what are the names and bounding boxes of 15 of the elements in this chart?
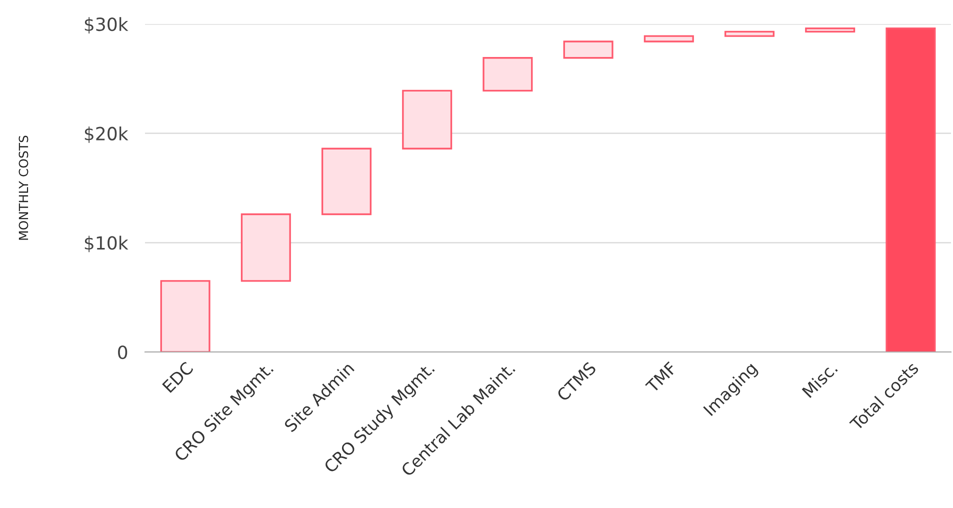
bar — [321, 148, 372, 216]
y-axis-title: MONTHLY COSTS — [18, 136, 28, 240]
bar — [482, 57, 533, 92]
bar — [240, 213, 291, 282]
bar — [724, 30, 775, 37]
bar — [644, 35, 694, 42]
y-tick-label: $10k — [84, 236, 128, 252]
y-tick-label: $20k — [84, 126, 128, 143]
bar — [402, 90, 452, 150]
bar — [563, 40, 614, 59]
bar — [805, 28, 856, 32]
bar — [160, 280, 210, 352]
y-tick-label: $30k — [84, 17, 128, 34]
y-tick-label: 0 — [118, 345, 128, 360]
bar — [886, 28, 936, 352]
